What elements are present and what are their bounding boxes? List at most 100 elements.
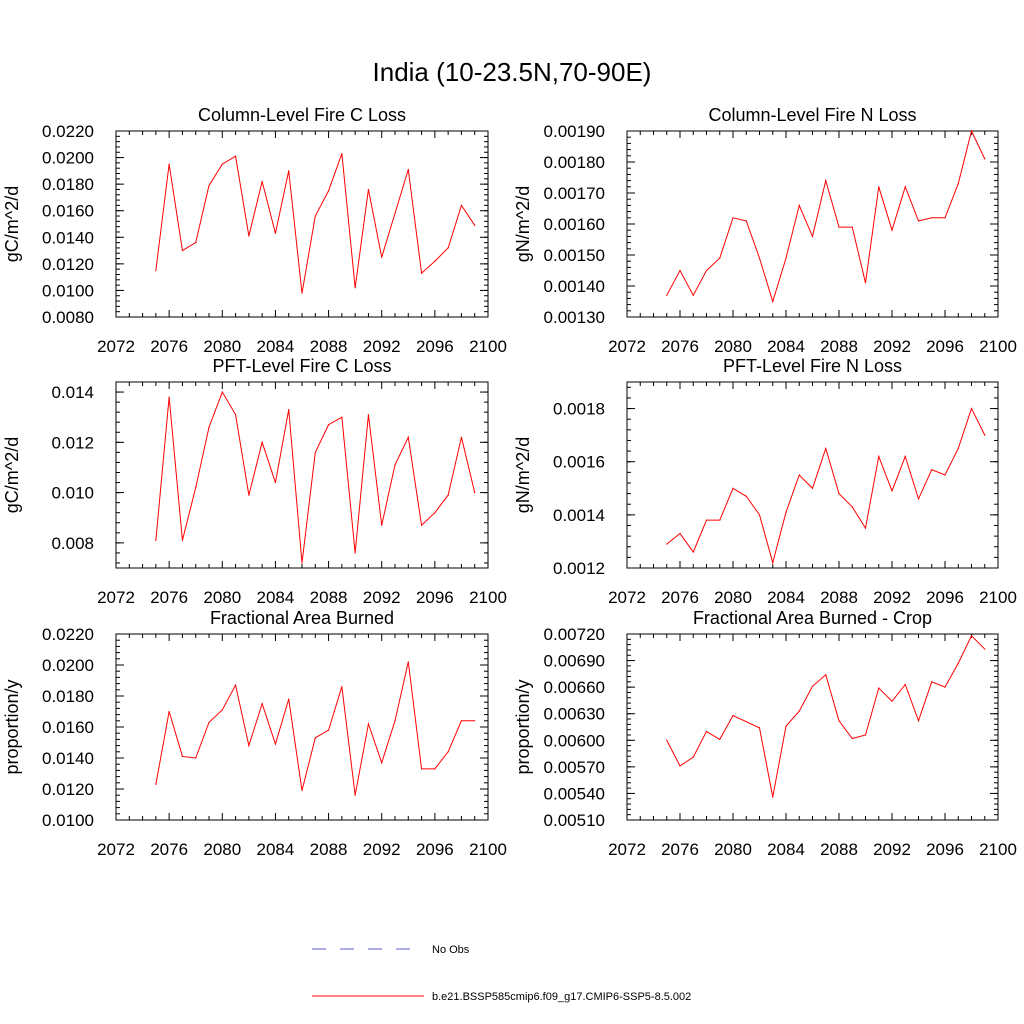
data-point	[327, 424, 330, 426]
data-point	[181, 539, 184, 541]
legend-label: No Obs	[432, 944, 470, 956]
chart-panel: 2072 2076 2080 2084 2088 2092 2096 2100 0.0100 0.…	[2, 608, 507, 859]
y-tick-label: 0.0220	[42, 625, 94, 644]
y-tick-label: 0.014	[51, 383, 94, 402]
y-tick-label: 0.0140	[42, 749, 94, 768]
data-point	[354, 287, 356, 289]
x-tick-label: 2096	[416, 840, 454, 859]
chart-panel: 2072 2076 2080 2084 2088 2092 2096 2100 0.0080 0.…	[2, 105, 507, 356]
x-tick-label: 2072	[608, 840, 646, 859]
series-line	[155, 661, 475, 796]
chart-panel: 2072 2076 2080 2084 2088 2092 2096 2100 0.00510 0…	[513, 608, 1017, 859]
data-point	[758, 514, 761, 516]
x-tick-label: 2096	[926, 840, 964, 859]
data-point	[367, 414, 370, 416]
data-point	[195, 757, 197, 759]
data-point	[785, 511, 787, 513]
panel-title: Column-Level Fire C Loss	[198, 105, 406, 125]
data-point	[447, 247, 449, 249]
data-point	[970, 635, 973, 637]
data-point	[772, 562, 774, 564]
data-point	[168, 396, 170, 398]
plot-frame	[626, 633, 999, 821]
data-point	[666, 294, 668, 296]
data-point	[772, 796, 774, 798]
data-point	[719, 257, 721, 259]
data-point	[248, 745, 250, 747]
series-line	[666, 129, 986, 304]
data-point	[692, 756, 694, 758]
data-point	[811, 487, 814, 489]
data-point	[381, 524, 383, 526]
y-axis-label: gN/m^2/d	[513, 437, 533, 513]
data-point	[825, 180, 827, 182]
x-tick-label: 2096	[926, 588, 964, 607]
data-point	[851, 506, 853, 508]
data-point	[825, 674, 827, 676]
x-tick-label: 2092	[873, 840, 911, 859]
chart-panel: 2072 2076 2080 2084 2088 2092 2096 2100 0.00130 0…	[513, 105, 1017, 356]
data-point	[798, 474, 800, 476]
data-point	[420, 272, 423, 274]
panel-title: PFT-Level Fire N Loss	[723, 356, 902, 376]
x-tick-label: 2088	[310, 337, 348, 356]
data-point	[944, 686, 946, 688]
data-point	[719, 738, 721, 741]
data-point	[825, 447, 827, 450]
data-point	[904, 683, 906, 686]
data-point	[679, 532, 681, 535]
x-tick-label: 2076	[661, 337, 699, 356]
data-point	[394, 212, 396, 214]
data-point	[474, 720, 476, 722]
x-tick-label: 2080	[203, 337, 241, 356]
plot-frame	[626, 130, 999, 318]
x-tick-label: 2076	[150, 337, 188, 356]
panel-title: PFT-Level Fire C Loss	[212, 356, 391, 376]
data-point	[420, 524, 423, 526]
y-tick-label: 0.00690	[544, 652, 605, 671]
data-point	[732, 714, 734, 717]
y-tick-label: 0.00160	[544, 215, 605, 234]
data-point	[745, 220, 747, 222]
data-point	[221, 163, 223, 165]
data-point	[864, 734, 867, 736]
data-point	[931, 681, 933, 683]
y-tick-label: 0.0120	[42, 780, 94, 799]
data-point	[407, 168, 409, 171]
y-tick-label: 0.0160	[42, 202, 94, 221]
x-tick-label: 2088	[820, 840, 858, 859]
data-point	[394, 720, 396, 722]
x-tick-label: 2080	[203, 840, 241, 859]
y-tick-label: 0.00180	[544, 153, 605, 172]
data-point	[327, 729, 330, 731]
data-point	[168, 710, 170, 713]
data-point	[931, 217, 933, 219]
data-point	[838, 493, 840, 495]
data-point	[381, 762, 383, 764]
series-line	[666, 407, 986, 565]
data-point	[327, 190, 330, 192]
x-tick-label: 2084	[257, 588, 295, 607]
legend-label: b.e21.BSSP585cmip6.f09_g17.CMIP6-SSP5-8.…	[432, 991, 691, 1003]
data-point	[851, 737, 853, 740]
y-tick-label: 0.008	[51, 534, 94, 553]
data-point	[234, 155, 237, 157]
data-point	[341, 686, 343, 688]
y-tick-label: 0.00170	[544, 184, 605, 203]
y-tick-label: 0.00570	[544, 758, 605, 777]
data-point	[944, 217, 946, 219]
data-point	[208, 426, 210, 428]
x-tick-label: 2084	[767, 588, 805, 607]
data-point	[314, 215, 316, 217]
data-point	[248, 235, 250, 237]
data-point	[314, 451, 316, 453]
x-tick-label: 2092	[873, 588, 911, 607]
x-tick-label: 2096	[416, 337, 454, 356]
data-point	[692, 294, 694, 296]
x-tick-label: 2088	[820, 588, 858, 607]
x-tick-label: 2072	[608, 588, 646, 607]
data-point	[420, 768, 423, 770]
x-tick-label: 2088	[310, 588, 348, 607]
x-tick-label: 2072	[97, 840, 135, 859]
data-point	[341, 152, 343, 155]
